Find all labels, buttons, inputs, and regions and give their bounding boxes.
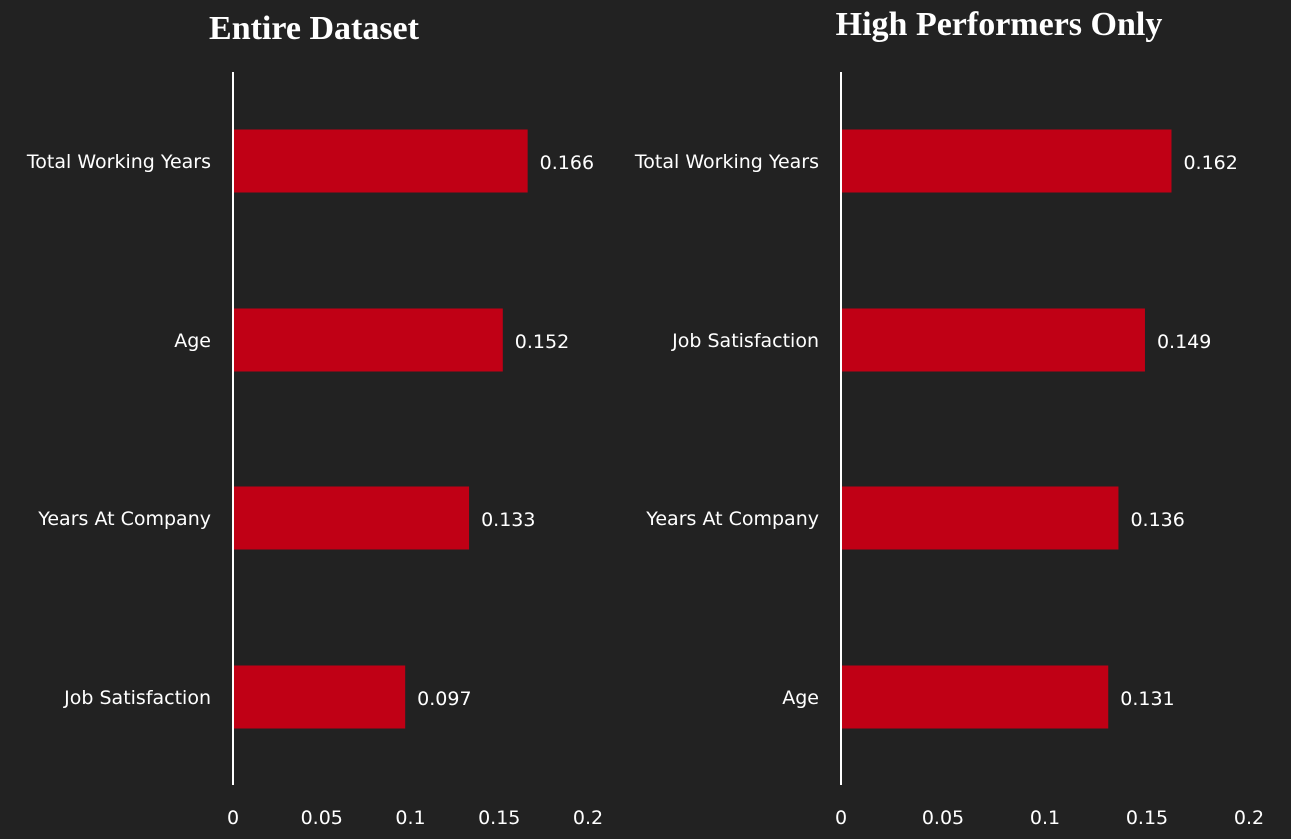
bar-total-working-years <box>841 129 1172 193</box>
x-tick-label: 0 <box>835 807 847 829</box>
category-label: Age <box>174 330 211 352</box>
bar-years-at-company <box>841 486 1119 550</box>
category-label: Job Satisfaction <box>671 330 819 352</box>
chart-panel-high-performers: High Performers Only Total Working Years… <box>634 6 1264 829</box>
data-label: 0.131 <box>1120 688 1174 710</box>
bar-job-satisfaction <box>233 665 406 729</box>
category-label: Years At Company <box>37 508 211 530</box>
category-label: Total Working Years <box>26 151 211 173</box>
bar-total-working-years <box>233 129 528 193</box>
x-tick-label: 0.2 <box>1234 807 1264 829</box>
data-label: 0.149 <box>1157 331 1211 353</box>
data-label: 0.166 <box>540 152 594 174</box>
data-label: 0.097 <box>417 688 471 710</box>
bar-job-satisfaction <box>841 308 1145 372</box>
category-label: Total Working Years <box>634 151 819 173</box>
bar-age <box>233 308 503 372</box>
bar-age <box>841 665 1109 729</box>
chart-title: High Performers Only <box>836 6 1163 43</box>
data-label: 0.152 <box>515 331 569 353</box>
data-label: 0.133 <box>481 509 535 531</box>
x-tick-label: 0.2 <box>573 807 603 829</box>
x-tick-label: 0.05 <box>922 807 964 829</box>
x-tick-label: 0.1 <box>1030 807 1060 829</box>
x-tick-label: 0.15 <box>478 807 520 829</box>
bar-years-at-company <box>233 486 470 550</box>
category-label: Age <box>782 687 819 709</box>
x-tick-label: 0.1 <box>395 807 425 829</box>
x-tick-label: 0.05 <box>301 807 343 829</box>
data-label: 0.162 <box>1183 152 1237 174</box>
x-tick-label: 0 <box>227 807 239 829</box>
category-label: Years At Company <box>645 508 819 530</box>
x-tick-label: 0.15 <box>1126 807 1168 829</box>
data-label: 0.136 <box>1130 509 1184 531</box>
category-label: Job Satisfaction <box>63 687 211 709</box>
chart-panel-entire-dataset: Entire Dataset Total Working Years 0.166 A… <box>26 10 603 829</box>
chart-title: Entire Dataset <box>209 10 420 47</box>
